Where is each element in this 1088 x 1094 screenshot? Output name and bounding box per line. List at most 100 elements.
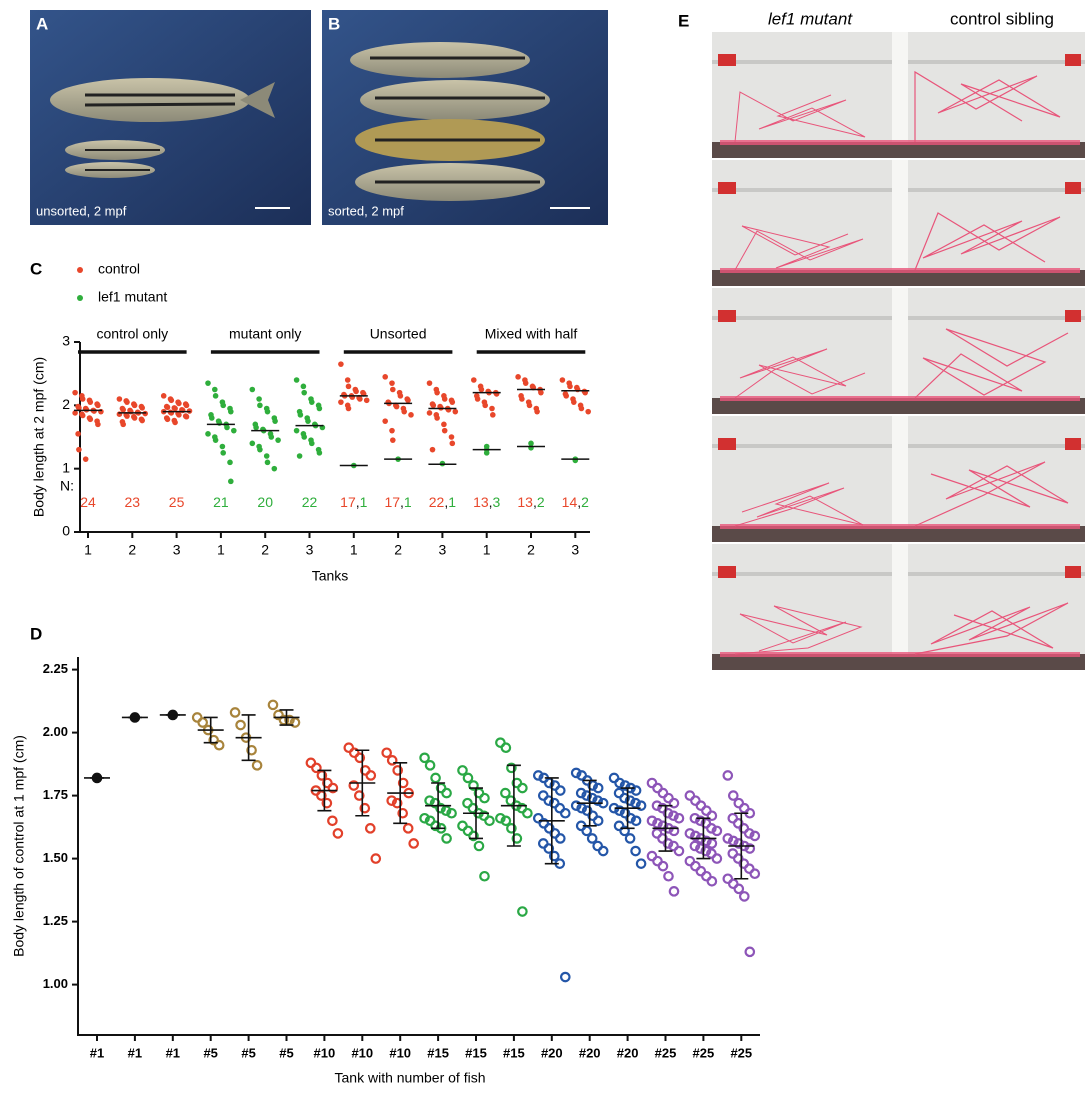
- data-point: [500, 815, 512, 827]
- data-point: [434, 415, 440, 421]
- x-tick-label: 3: [306, 542, 314, 558]
- data-point: [479, 792, 490, 804]
- data-point: [706, 838, 718, 849]
- data-point: [441, 787, 452, 799]
- data-point: [495, 812, 506, 824]
- data-point: [357, 396, 363, 402]
- data-point: [592, 795, 603, 806]
- data-point: [176, 412, 182, 418]
- n-count: 20: [257, 494, 273, 510]
- data-point: [257, 446, 263, 453]
- data-point: [543, 777, 555, 789]
- n-count-part: ,: [489, 494, 493, 510]
- data-point: [386, 795, 397, 806]
- y-tick-label: 2.00: [43, 724, 68, 739]
- data-point: [668, 825, 680, 837]
- data-point: [614, 805, 625, 817]
- data-point: [554, 833, 566, 844]
- data-point: [397, 393, 404, 399]
- data-point: [316, 770, 328, 781]
- data-point: [592, 782, 604, 794]
- data-point: [619, 825, 630, 837]
- n-count: 13,2: [517, 494, 544, 510]
- data-point: [567, 383, 573, 390]
- data-point: [397, 807, 408, 819]
- x-tick-label: 1: [483, 542, 491, 558]
- data-point: [468, 780, 479, 791]
- swim-trace: [734, 348, 866, 399]
- data-point: [441, 427, 448, 434]
- data-point: [316, 790, 327, 801]
- data-point: [646, 815, 658, 827]
- x-tick-label: #1: [166, 1045, 180, 1060]
- x-axis-label: Tanks: [312, 568, 349, 584]
- tag: [1065, 438, 1081, 450]
- data-point: [164, 404, 171, 411]
- legend-marker: [77, 267, 83, 273]
- data-point: [212, 386, 218, 393]
- legend-label: lef1 mutant: [98, 289, 167, 305]
- data-point: [424, 795, 435, 806]
- error-bar: [658, 804, 673, 852]
- data-point: [706, 810, 718, 822]
- data-point: [235, 719, 246, 731]
- error-bar: [544, 777, 559, 865]
- divider: [892, 160, 908, 286]
- data-point: [408, 412, 414, 418]
- data-point: [471, 377, 477, 383]
- tag: [718, 182, 736, 194]
- data-point: [519, 396, 525, 402]
- swim-trace: [734, 482, 864, 527]
- data-point: [338, 361, 344, 367]
- data-point: [72, 389, 78, 396]
- tank-floor: [712, 654, 1085, 670]
- x-tick-label: #20: [617, 1045, 639, 1060]
- data-point: [462, 772, 474, 784]
- column-title: control sibling: [950, 9, 1054, 28]
- swim-trace: [914, 461, 1069, 527]
- data-point: [473, 840, 485, 852]
- data-point: [619, 792, 630, 804]
- data-point: [581, 825, 592, 837]
- data-point: [586, 833, 598, 844]
- n-count: 21: [213, 494, 229, 510]
- data-point: [301, 434, 308, 440]
- swim-trace: [914, 70, 1061, 142]
- data-point: [296, 453, 303, 459]
- data-point: [321, 797, 333, 809]
- data-point: [297, 412, 304, 418]
- tag: [1065, 54, 1081, 66]
- data-point: [311, 762, 322, 774]
- data-point: [727, 790, 739, 801]
- data-point: [75, 431, 81, 437]
- n-count: 25: [169, 494, 185, 510]
- data-point: [449, 399, 456, 405]
- data-point: [345, 383, 352, 390]
- data-point: [441, 421, 447, 428]
- data-point: [749, 868, 761, 880]
- data-point: [209, 415, 215, 421]
- data-point: [440, 805, 452, 817]
- data-point: [284, 714, 295, 726]
- x-tick-label: 1: [350, 542, 358, 558]
- data-point: [168, 397, 175, 404]
- data-point: [381, 747, 392, 759]
- data-point: [393, 403, 400, 410]
- data-point: [224, 424, 230, 431]
- data-point: [354, 752, 366, 764]
- data-point: [738, 891, 750, 902]
- n-count: 24: [80, 494, 96, 510]
- data-point: [95, 421, 101, 428]
- data-point: [391, 797, 403, 809]
- tank-floor: [712, 270, 1085, 286]
- data-point: [212, 393, 219, 399]
- data-point: [419, 752, 430, 764]
- data-point: [229, 707, 241, 718]
- n-count-part: 1: [404, 494, 412, 510]
- data-point: [309, 399, 315, 405]
- x-tick-label: #25: [655, 1045, 677, 1060]
- floor-trace: [720, 524, 1080, 529]
- data-point: [695, 843, 706, 854]
- data-point: [332, 828, 344, 839]
- data-point: [506, 823, 517, 834]
